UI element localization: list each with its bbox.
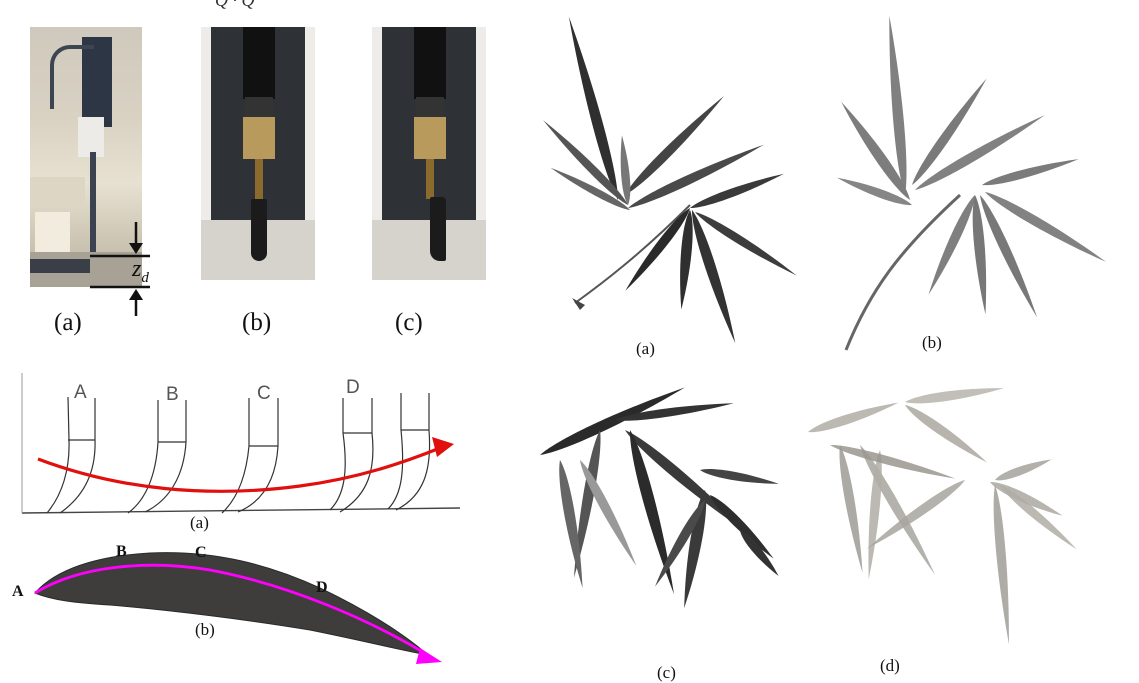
position-label-c: C <box>257 383 271 404</box>
painting-a-caption: (a) <box>636 339 655 358</box>
photo-c-caption: (c) <box>395 309 423 336</box>
zd-letter: z <box>132 256 142 282</box>
photo-a-caption: (a) <box>54 309 82 336</box>
stroke-point-c: C <box>195 544 207 561</box>
painting-c-caption: (c) <box>657 663 676 682</box>
photo-c <box>372 27 486 280</box>
photo-b-caption: (b) <box>242 309 272 336</box>
magenta-trajectory-arrow <box>34 563 429 657</box>
painting-a <box>540 15 800 345</box>
position-label-b: B <box>166 384 179 405</box>
painting-b <box>835 15 1109 351</box>
photo-b <box>201 27 315 280</box>
zd-subscript: d <box>141 269 149 286</box>
position-label-d: D <box>346 377 360 398</box>
red-trajectory-arrow <box>37 446 441 493</box>
stroke-point-a: A <box>12 583 24 600</box>
painting-d <box>806 383 1080 645</box>
painting-d-caption: (d) <box>880 656 900 675</box>
stroke-point-b: B <box>116 543 127 560</box>
stroke-result-caption: (b) <box>195 620 215 639</box>
zd-symbol: zd <box>132 256 149 287</box>
position-label-a: A <box>74 382 87 403</box>
stroke-diagram-caption: (a) <box>190 513 209 532</box>
photo-a <box>30 27 142 287</box>
stroke-point-d: D <box>316 579 328 596</box>
painting-c <box>537 382 782 610</box>
painting-b-caption: (b) <box>922 333 942 352</box>
cropped-header-text: Q · Q <box>215 0 255 10</box>
